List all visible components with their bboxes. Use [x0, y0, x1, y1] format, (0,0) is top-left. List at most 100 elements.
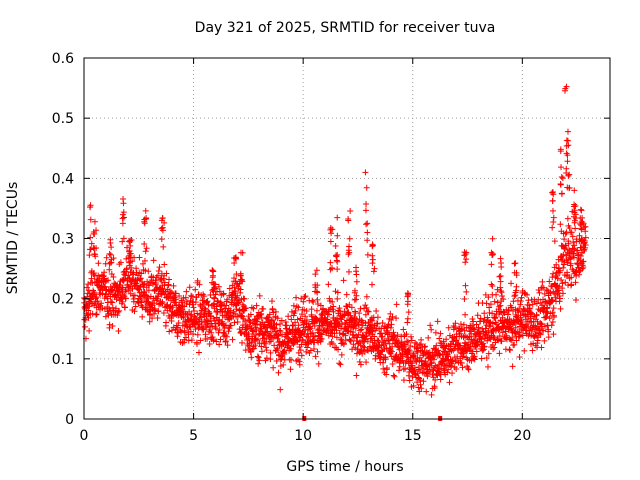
data-point: [515, 309, 522, 316]
data-point: [276, 327, 283, 334]
data-point: [500, 296, 507, 303]
data-point: [329, 306, 336, 313]
data-point: [105, 277, 112, 284]
data-point: [427, 322, 434, 329]
data-point: [318, 311, 325, 318]
data-point: [511, 260, 518, 267]
data-point: [274, 315, 281, 322]
data-point: [439, 358, 446, 365]
data-point: [172, 290, 179, 297]
data-point: [355, 331, 362, 338]
data-point: [231, 310, 238, 317]
data-point: [302, 313, 309, 320]
data-point: [136, 254, 143, 261]
data-point: [258, 310, 265, 317]
data-point: [231, 275, 238, 282]
data-point: [422, 343, 429, 350]
data-point: [346, 301, 353, 308]
data-point: [221, 330, 228, 337]
data-point: [364, 237, 371, 244]
data-point: [98, 300, 105, 307]
data-point: [568, 229, 575, 236]
data-point: [288, 308, 295, 315]
data-point: [343, 291, 350, 298]
data-point: [488, 281, 495, 288]
data-point: [353, 323, 360, 330]
data-point: [465, 365, 472, 372]
data-point: [169, 304, 176, 311]
data-point: [120, 291, 127, 298]
data-point: [550, 214, 557, 221]
data-point: [327, 225, 334, 232]
data-point: [224, 342, 231, 349]
data-point: [135, 272, 142, 279]
grid-lines: [84, 58, 610, 419]
data-point: [329, 333, 336, 340]
x-axis-label: GPS time / hours: [286, 459, 403, 475]
data-point: [86, 327, 93, 334]
data-point: [332, 242, 339, 249]
data-point: [122, 295, 129, 302]
data-point: [436, 335, 443, 342]
data-point: [306, 350, 313, 357]
data-point: [566, 184, 573, 191]
data-point: [254, 316, 261, 323]
data-point: [359, 319, 366, 326]
data-point: [95, 272, 102, 279]
data-point: [338, 351, 345, 358]
data-point: [195, 349, 202, 356]
data-point: [252, 342, 259, 349]
data-point: [209, 323, 216, 330]
data-point: [449, 370, 456, 377]
data-point: [222, 338, 229, 345]
data-point: [478, 355, 485, 362]
data-point: [416, 388, 423, 395]
data-point: [296, 361, 303, 368]
data-point: [138, 270, 145, 277]
data-point: [403, 338, 410, 345]
data-point: [571, 217, 578, 224]
data-point: [357, 361, 364, 368]
data-point: [495, 337, 502, 344]
data-point: [490, 345, 497, 352]
data-point: [568, 281, 575, 288]
data-point: [157, 276, 164, 283]
data-point: [314, 282, 321, 289]
data-point: [220, 290, 227, 297]
data-point: [275, 369, 282, 376]
data-point: [527, 309, 534, 316]
data-point: [336, 305, 343, 312]
data-point: [145, 268, 152, 275]
data-point: [363, 304, 370, 311]
data-point: [309, 297, 316, 304]
data-point: [333, 334, 340, 341]
data-point: [457, 321, 464, 328]
data-point: [452, 320, 459, 327]
data-point: [410, 352, 417, 359]
data-point: [152, 280, 159, 287]
data-point: [443, 336, 450, 343]
data-point: [330, 308, 337, 315]
data-point: [246, 342, 253, 349]
data-point: [558, 190, 565, 197]
data-point: [574, 247, 581, 254]
data-point: [266, 311, 273, 318]
data-point: [191, 313, 198, 320]
data-point: [152, 307, 159, 314]
data-point: [465, 366, 472, 373]
data-point: [210, 288, 217, 295]
data-point: [301, 306, 308, 313]
data-point: [242, 305, 249, 312]
data-point: [529, 347, 536, 354]
data-point: [216, 327, 223, 334]
data-point: [309, 329, 316, 336]
data-point: [402, 365, 409, 372]
data-point: [491, 298, 498, 305]
data-point: [566, 171, 573, 178]
data-point: [91, 218, 98, 225]
data-point: [347, 207, 354, 214]
data-point: [302, 293, 309, 300]
data-point: [369, 252, 376, 259]
data-point: [126, 274, 133, 281]
data-point: [550, 305, 557, 312]
